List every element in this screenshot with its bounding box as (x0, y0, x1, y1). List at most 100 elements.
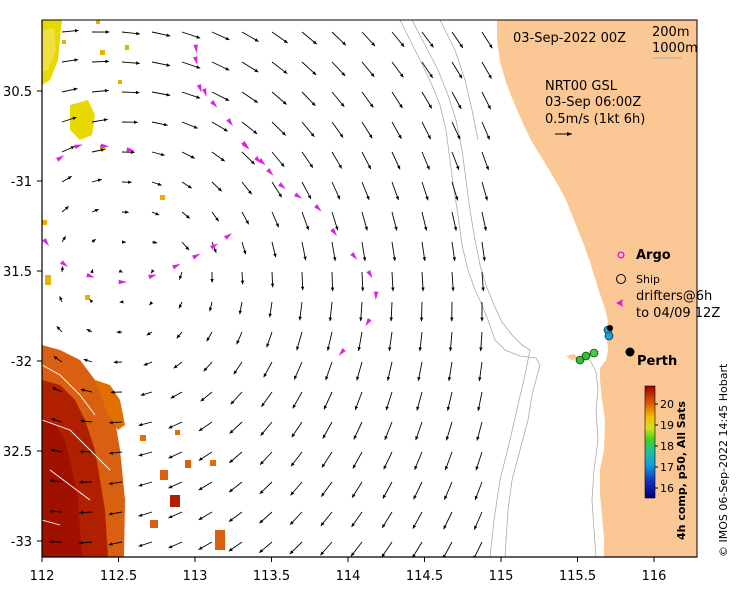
current-arrowhead (477, 406, 481, 411)
current-arrowhead (273, 253, 277, 258)
current-arrowhead (357, 347, 361, 351)
current-arrowhead (74, 58, 79, 62)
current-arrowhead (176, 334, 181, 339)
ship-symbol (616, 274, 626, 284)
drifter-marker (100, 143, 109, 148)
drifter-marker (172, 263, 181, 270)
drifter-marker (74, 144, 83, 150)
current-arrowhead (206, 337, 210, 342)
sst-contours (42, 364, 111, 526)
current-arrowhead (245, 220, 249, 225)
current-arrowhead (421, 287, 425, 292)
current-arrowhead (86, 329, 91, 333)
current-arrowhead (213, 248, 217, 253)
current-arrowhead (480, 317, 484, 322)
drifter-marker (126, 147, 135, 152)
current-arrowhead (146, 331, 151, 336)
current-arrowhead (326, 346, 331, 351)
current-time: 03-Sep 06:00Z (545, 95, 641, 110)
current-arrowhead (312, 40, 317, 45)
drifter-marker (192, 56, 198, 65)
current-arrowhead (458, 74, 463, 79)
current-arrowhead (388, 347, 392, 352)
coastal-drifter-dots (575, 325, 614, 365)
current-arrowhead (79, 480, 84, 484)
current-arrowhead (382, 494, 387, 499)
current-arrowhead (335, 226, 339, 231)
current-arrowhead (413, 495, 417, 500)
current-arrowhead (149, 301, 154, 306)
current-arrowhead (399, 104, 403, 109)
current-arrowhead (89, 299, 94, 304)
current-arrowhead (196, 65, 201, 69)
drifter-marker (196, 84, 202, 93)
current-arrowhead (412, 524, 417, 529)
current-arrowhead (131, 150, 135, 154)
current-arrowhead (198, 486, 203, 491)
current-arrowhead (303, 256, 307, 261)
colorbar-tick: 20 (660, 398, 674, 411)
current-arrowhead (49, 540, 54, 544)
colorbar-tick: 17 (660, 461, 674, 474)
current-arrowhead (105, 30, 110, 34)
current-arrowhead (67, 176, 72, 180)
current-arrowhead (104, 88, 109, 93)
current-arrowhead (283, 70, 288, 74)
argo-symbol (617, 251, 625, 259)
drifter-marker (224, 233, 233, 240)
current-arrowhead (457, 104, 462, 109)
current-arrowhead (354, 405, 359, 410)
colorbar-ticks: 20 19 18 17 16 (655, 398, 674, 495)
current-arrowhead (398, 134, 402, 139)
current-arrowhead (280, 162, 285, 167)
current-arrowhead (451, 287, 455, 292)
drifter-symbol (616, 299, 623, 307)
current-arrowhead (250, 160, 255, 165)
current-arrowhead (353, 435, 357, 440)
current-arrowhead (268, 313, 272, 318)
current-arrowhead (312, 71, 317, 75)
current-arrowhead (352, 464, 357, 469)
current-arrowhead (422, 257, 427, 261)
x-tick-label: 113.5 (253, 569, 290, 584)
current-arrowhead (248, 190, 252, 195)
current-arrowhead (190, 155, 195, 159)
current-arrowhead (94, 209, 99, 213)
current-arrowhead (452, 257, 456, 261)
current-arrowhead (203, 367, 208, 372)
current-arrowhead (198, 457, 203, 461)
current-arrowhead (427, 135, 431, 140)
current-arrowhead (325, 376, 329, 381)
current-arrowhead (236, 340, 240, 345)
current-arrowhead (330, 287, 335, 292)
current-arrowhead (121, 240, 126, 244)
current-arrowhead (290, 491, 295, 496)
current-arrowhead (166, 93, 171, 97)
current-arrowhead (270, 283, 275, 288)
current-arrowhead (254, 38, 259, 42)
current-arrowhead (103, 118, 108, 122)
current-arrowhead (50, 448, 55, 453)
current-arrowhead (138, 483, 143, 487)
current-arrowhead (305, 226, 309, 231)
current-arrowhead (484, 196, 488, 201)
x-tick-label: 115.5 (559, 569, 596, 584)
current-arrowhead (79, 541, 83, 545)
drifter-marker (365, 318, 372, 327)
current-arrowhead (419, 317, 424, 322)
current-arrowhead (135, 90, 140, 95)
current-arrowhead (151, 269, 155, 274)
current-arrowhead (229, 429, 234, 434)
current-arrowhead (323, 405, 328, 410)
legend-drifters-1: drifters@6h (636, 289, 712, 304)
y-axis: 30.5 -31 31.5 -32 32.5 -33 (3, 85, 42, 550)
current-arrowhead (311, 101, 316, 106)
current-arrowhead (481, 287, 485, 292)
current-arrowhead (370, 72, 375, 77)
current-arrowhead (384, 435, 388, 440)
current-arrowhead (128, 180, 132, 184)
drifter-marker (366, 270, 373, 279)
current-arrowhead (143, 362, 148, 366)
current-arrowhead (108, 512, 113, 516)
current-arrowhead (336, 195, 341, 200)
